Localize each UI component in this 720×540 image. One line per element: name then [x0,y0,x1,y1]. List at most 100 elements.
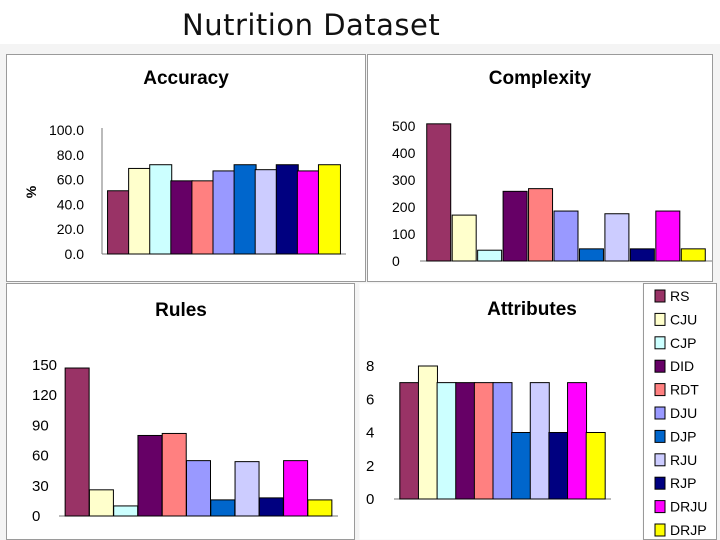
complexity-bar-rju [604,213,630,262]
attributes-bar-drjp [585,432,606,500]
legend-label-rs: RS [670,288,689,304]
attributes-ytick-label: 6 [366,391,374,408]
attributes-ytick-label: 2 [366,458,374,475]
legend-label-rdt: RDT [670,382,699,398]
rules-chart: Rules 150 120 90 60 30 0 [6,283,355,540]
legend-swatch-cju [654,312,666,326]
rules-bar-rju [234,461,260,517]
rules-title: Rules [155,300,207,321]
accuracy-ylabel: % [23,185,39,198]
rules-bar-dju [186,460,211,517]
rules-bar-drjp [307,499,333,517]
attributes-ytick-label: 8 [366,358,374,375]
accuracy-bar-rdt [191,180,215,255]
legend-swatch-drju [654,500,666,514]
accuracy-ytick-label: 40.0 [57,196,84,212]
legend-label-djp: DJP [670,428,696,444]
accuracy-ytick-label: 100.0 [49,122,84,138]
rules-bar-rs [64,367,90,517]
complexity-bar-did [502,190,528,262]
rules-ytick-label: 120 [32,387,57,404]
accuracy-bar-cjp [149,164,173,255]
rules-bar-cjp [113,505,139,517]
accuracy-bar-drjp [317,164,341,255]
attributes-bar-djp [511,432,532,500]
complexity-bar-djp [578,248,604,262]
legend-swatch-rdt [654,383,666,397]
legend-swatch-dju [654,406,666,420]
legend-label-drjp: DRJP [670,522,707,538]
legend-label-drju: DRJU [670,499,707,515]
complexity-title: Complexity [489,68,592,89]
legend-swatch-cjp [654,336,666,350]
legend-label-did: DID [670,358,694,374]
complexity-ytick-label: 0 [392,253,400,269]
legend-swatch-drjp [654,523,666,537]
complexity-bar-rjp [629,248,655,262]
attributes-bar-dju [492,382,513,500]
rules-ytick-label: 0 [32,508,40,525]
rules-bar-rdt [161,432,187,517]
accuracy-chart: Accuracy% 100.0 80.0 60.0 40.0 20.0 0.0 [6,54,366,282]
attributes-chart: Attributes 8 6 4 2 0 [359,283,643,540]
rules-bar-cju [88,489,114,517]
legend-swatch-did [654,359,666,373]
complexity-bar-cju [451,214,477,262]
attributes-bar-rdt [473,382,494,500]
accuracy-ytick-label: 60.0 [57,172,84,188]
accuracy-title: Accuracy [143,68,229,89]
rules-ytick-label: 60 [32,448,49,465]
complexity-bar-cjp [477,249,503,262]
accuracy-bar-rju [254,169,278,255]
rules-ytick-label: 90 [32,417,49,434]
complexity-ytick-label: 500 [392,118,416,134]
complexity-ytick-label: 100 [392,226,416,242]
chart-legend: RS CJU CJP DID RDT DJU DJP RJU RJP DRJU DRJP [643,283,717,540]
accuracy-bar-djp [233,164,257,255]
rules-ytick-label: 150 [32,357,57,374]
attributes-bar-cju [417,365,438,500]
rules-bar-drju [283,460,309,517]
attributes-bar-cjp [436,382,457,500]
legend-swatch-rs [654,289,666,303]
attributes-bar-rju [529,382,550,500]
legend-swatch-djp [654,429,666,443]
attributes-bar-rs [399,382,420,500]
attributes-bar-rjp [548,432,569,500]
complexity-bar-drjp [680,248,706,262]
accuracy-bar-rjp [275,164,299,255]
legend-label-cju: CJU [670,311,697,327]
complexity-ytick-label: 200 [392,199,416,215]
accuracy-bar-drju [296,170,320,255]
complexity-bar-drju [655,210,681,262]
rules-bar-did [137,434,163,517]
attributes-ytick-label: 0 [366,491,374,508]
complexity-ytick-label: 300 [392,172,416,188]
accuracy-ytick-label: 0.0 [65,246,85,262]
legend-label-dju: DJU [670,405,697,421]
legend-label-cjp: CJP [670,335,696,351]
legend-label-rjp: RJP [670,475,696,491]
accuracy-bar-rs [107,190,131,255]
complexity-chart: Complexity 500 400 300 200 100 0 [367,54,713,282]
rules-bar-rjp [258,497,284,517]
slide-title: Nutrition Dataset [182,8,441,42]
complexity-bar-rdt [528,188,554,262]
complexity-bar-dju [553,210,579,262]
accuracy-ytick-label: 80.0 [57,147,84,163]
accuracy-bar-dju [212,170,236,255]
rules-bar-djp [210,499,236,517]
accuracy-bar-did [170,180,194,255]
attributes-bar-drju [567,382,588,500]
legend-swatch-rjp [654,476,666,490]
legend-swatch-rju [654,453,666,467]
attributes-title: Attributes [487,299,577,320]
attributes-bar-did [455,382,476,500]
attributes-ytick-label: 4 [366,425,374,442]
complexity-ytick-label: 400 [392,145,416,161]
legend-label-rju: RJU [670,452,697,468]
accuracy-ytick-label: 20.0 [57,221,84,237]
rules-ytick-label: 30 [32,478,49,495]
accuracy-bar-cju [128,167,152,255]
complexity-bar-rs [426,123,452,262]
